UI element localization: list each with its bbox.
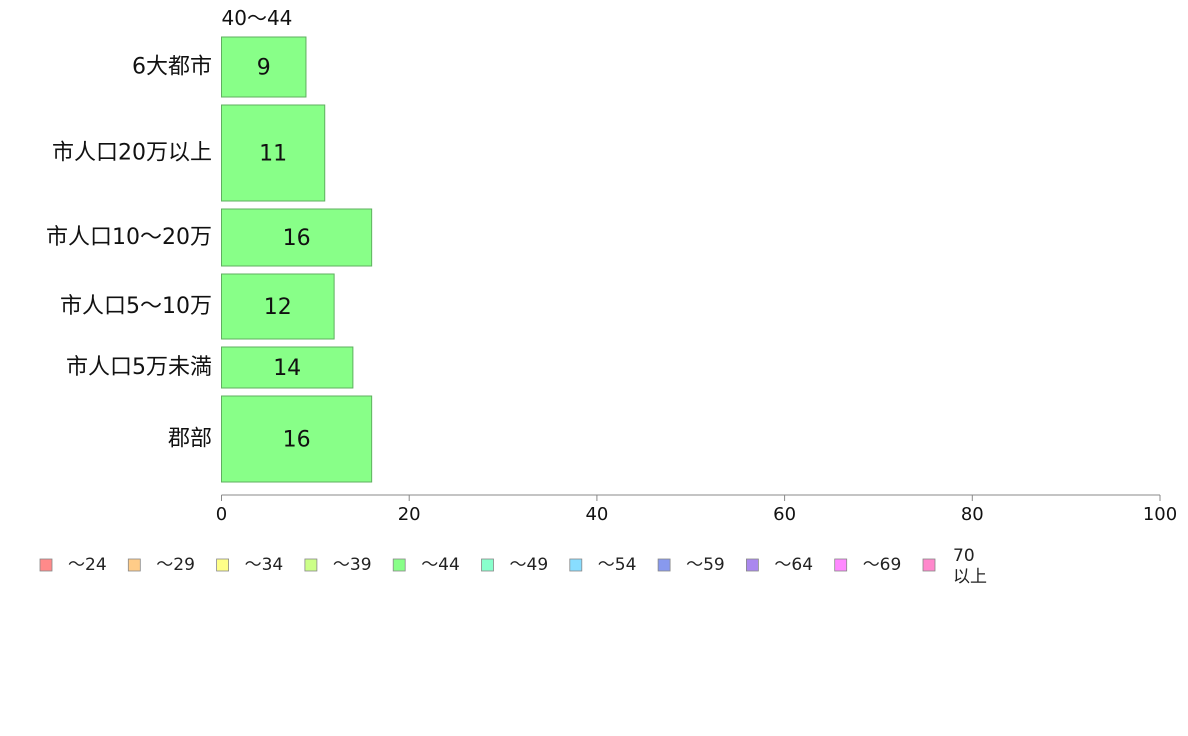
category-label: 市人口5〜10万 [60, 294, 212, 319]
legend-label: 〜59 [686, 555, 725, 575]
x-tick-label: 40 [585, 504, 608, 525]
legend-label: 〜39 [333, 555, 372, 575]
legend-swatch [392, 558, 406, 572]
bar-value-label: 14 [273, 356, 301, 381]
bars-layer: 9 11 16 12 14 16 [221, 36, 373, 483]
legend-label: 〜34 [245, 555, 284, 575]
x-tick-label: 20 [398, 504, 421, 525]
legend-swatch [922, 558, 936, 572]
x-tick-label: 80 [961, 504, 984, 525]
legend-label-line2: 以上 [953, 567, 987, 587]
bar-segment [221, 273, 335, 340]
x-tick-label: 100 [1143, 504, 1177, 525]
bar-segment [221, 36, 307, 98]
category-label: 市人口20万以上 [52, 141, 212, 166]
bar-segment [221, 395, 373, 483]
bar-value-label: 11 [259, 142, 287, 167]
bar-value-label: 16 [283, 428, 311, 453]
legend-swatch [216, 558, 230, 572]
legend-label: 〜69 [863, 555, 902, 575]
category-label: 郡部 [168, 427, 212, 452]
legend-label: 〜29 [156, 555, 195, 575]
legend-label: 70 [953, 546, 975, 566]
legend-swatch [746, 558, 759, 572]
category-label: 市人口5万未満 [66, 355, 212, 380]
series-header-label: 40〜44 [222, 6, 293, 30]
bar-segment [221, 208, 373, 267]
x-tick-label: 0 [216, 504, 227, 525]
legend-swatch [39, 558, 53, 572]
legend-label: 〜54 [598, 555, 637, 575]
legend-swatch [127, 558, 141, 572]
bar-value-label: 16 [283, 226, 311, 251]
bar-segment [221, 104, 326, 202]
legend-label: 〜64 [774, 555, 813, 575]
category-label: 市人口10〜20万 [46, 225, 212, 250]
bar-value-label: 9 [257, 56, 271, 81]
legend-label: 〜44 [421, 555, 460, 575]
legend-swatch [481, 558, 494, 572]
bar-segment [221, 346, 354, 389]
legend-label: 〜24 [68, 555, 107, 575]
legend-swatch [569, 558, 583, 572]
legend-swatch [657, 558, 671, 572]
legend-label: 〜49 [510, 555, 549, 575]
category-label: 6大都市 [132, 55, 212, 80]
legend-swatch [834, 558, 848, 572]
bar-value-label: 12 [264, 295, 292, 320]
x-tick-label: 60 [773, 504, 796, 525]
legend-swatch [304, 558, 318, 572]
x-axis: 0 20 40 60 80 100 [216, 494, 1177, 525]
